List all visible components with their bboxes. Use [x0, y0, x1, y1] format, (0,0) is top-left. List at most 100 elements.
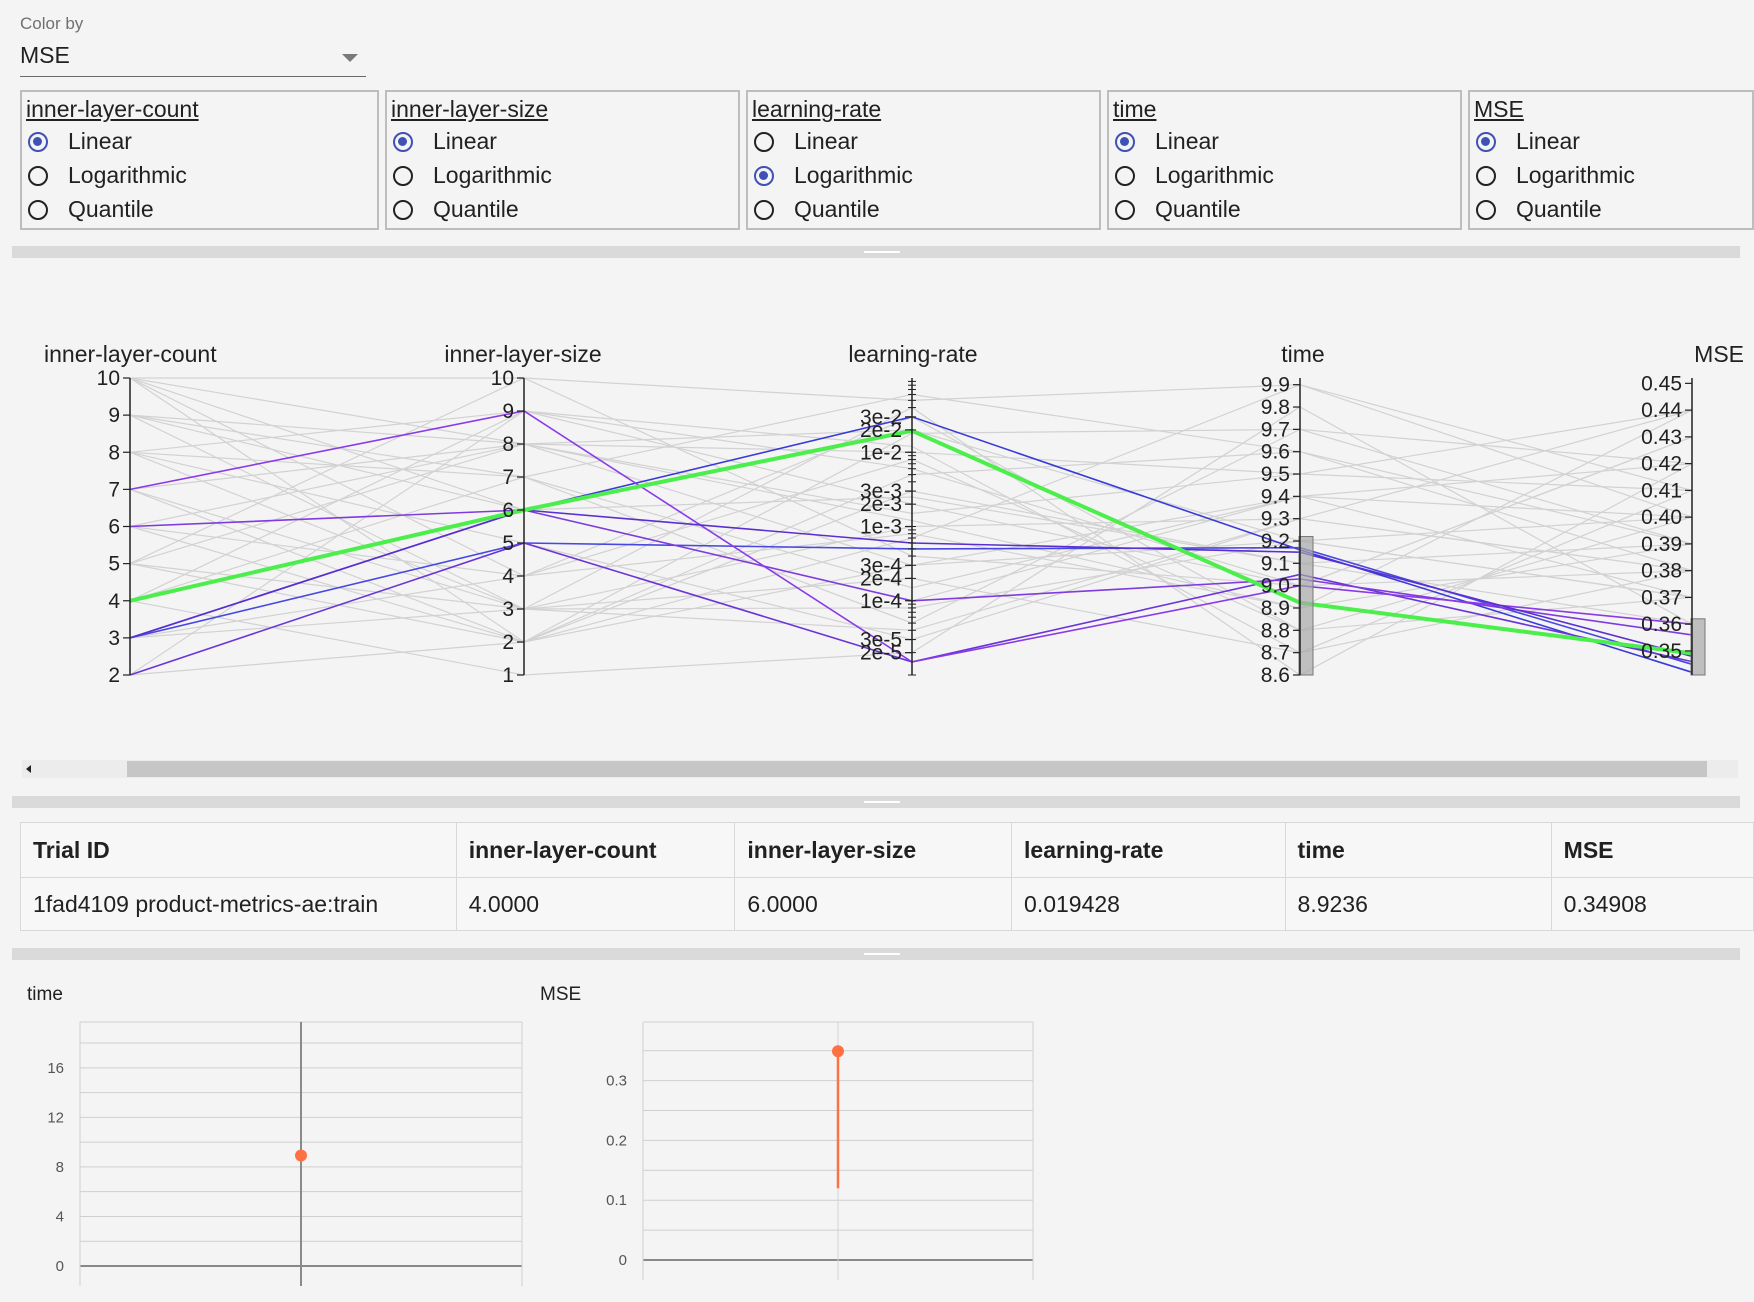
y-tick-label: 0	[56, 1258, 64, 1275]
axis-tick-label: 5	[108, 553, 120, 576]
axis-inner-layer-count[interactable]: inner-layer-count 2 3 4 5 6 7 8 9 10	[44, 341, 217, 687]
radio-button[interactable]	[1115, 166, 1135, 186]
axis-tick-label: 9.2	[1261, 530, 1290, 553]
trial-line-unselected[interactable]	[129, 393, 1693, 602]
radio-button[interactable]	[28, 166, 48, 186]
radio-button[interactable]	[754, 132, 774, 152]
radio-button[interactable]	[1115, 200, 1135, 220]
axis-tick-label: 0.45	[1641, 372, 1682, 395]
splitter-middle[interactable]	[12, 796, 1740, 808]
axis-tick-label: 9.0	[1261, 575, 1290, 598]
table-row[interactable]: 1fad4109 product-metrics-ae:train 4.0000 6…	[20, 877, 1754, 931]
axis-title: time	[1281, 341, 1324, 367]
axis-tick-label: 2e-3	[860, 493, 902, 516]
column-header[interactable]: MSE	[1550, 822, 1754, 878]
axis-learning-rate[interactable]: learning-rate2e-53e-51e-42e-43e-41e-32e-…	[848, 341, 978, 676]
radio-label: Quantile	[1155, 196, 1241, 222]
axis-title: inner-layer-size	[444, 341, 601, 367]
trial-line-highlighted[interactable]	[129, 415, 1693, 674]
radio-button[interactable]	[754, 166, 774, 186]
axis-brush[interactable]	[1690, 618, 1706, 676]
trial-line-unselected[interactable]	[129, 406, 1693, 676]
column-header[interactable]: inner-layer-count	[455, 822, 736, 878]
splitter-bottom[interactable]	[12, 948, 1740, 960]
radio-button[interactable]	[393, 200, 413, 220]
axis-tick-label: 9	[502, 400, 514, 423]
radio-label: Quantile	[68, 196, 154, 222]
chevron-down-icon	[342, 54, 358, 62]
table-cell: 0.34908	[1550, 877, 1754, 931]
axis-tick-label: 1e-2	[860, 441, 902, 464]
axis-tick-label: 10	[491, 367, 514, 390]
axis-tick-label: 8	[108, 441, 120, 464]
axis-tick-label: 2e-4	[860, 567, 902, 590]
axis-title: inner-layer-count	[44, 341, 217, 367]
axis-inner-layer-size[interactable]: inner-layer-size 1 2 3 4 5 6 7 8 9 10	[444, 341, 601, 687]
axis-tick-label: 1	[502, 664, 514, 687]
trial-line-unselected[interactable]	[129, 410, 1693, 587]
radio-label: Logarithmic	[433, 162, 552, 188]
column-header[interactable]: time	[1284, 822, 1552, 878]
radio-button[interactable]	[1115, 132, 1135, 152]
axis-tick-label: 7	[502, 466, 514, 489]
grip-icon	[864, 251, 900, 253]
trial-line-unselected[interactable]	[129, 443, 1693, 515]
radio-label: Linear	[433, 128, 497, 154]
radio-label: Quantile	[794, 196, 880, 222]
axis-tick-label: 1e-3	[860, 516, 902, 539]
radio-button[interactable]	[28, 200, 48, 220]
splitter-top[interactable]	[12, 246, 1740, 258]
axis-tick-label: 2	[108, 664, 120, 687]
axis-mse[interactable]: MSE 0.35 0.36 0.37 0.38 0.39 0.40 0.41 0.42 0.43 0…	[1641, 341, 1744, 675]
horizontal-scrollbar[interactable]	[22, 760, 1738, 778]
axis-tick-label: 0.39	[1641, 533, 1682, 556]
scale-panel-title: MSE	[1474, 96, 1524, 122]
color-by-value: MSE	[20, 42, 70, 68]
color-by-label: Color by	[20, 14, 84, 33]
axis-tick-label: 6	[502, 499, 514, 522]
radio-button[interactable]	[393, 132, 413, 152]
column-header[interactable]: learning-rate	[1011, 822, 1286, 878]
radio-label: Logarithmic	[794, 162, 913, 188]
axis-tick-label: 3e-3	[860, 480, 902, 503]
radio-button[interactable]	[1476, 200, 1496, 220]
parallel-coordinates-plot[interactable]: inner-layer-count2345678910inner-layer-s…	[0, 330, 1754, 700]
scroll-left-icon[interactable]	[26, 765, 31, 773]
axis-tick-label: 9	[108, 404, 120, 427]
radio-button[interactable]	[1476, 132, 1496, 152]
table-cell: 8.9236	[1284, 877, 1552, 931]
trial-table: Trial ID inner-layer-count inner-layer-siz…	[20, 822, 1754, 931]
axis-tick-label: 8.6	[1261, 664, 1290, 687]
trial-line-unselected[interactable]	[129, 488, 1693, 654]
column-header[interactable]: inner-layer-size	[734, 822, 1013, 878]
table-cell: 6.0000	[734, 877, 1013, 931]
data-point[interactable]	[832, 1045, 844, 1058]
axis-tick-label: 4	[108, 590, 120, 613]
axis-tick-label: 6	[108, 516, 120, 539]
column-header[interactable]: Trial ID	[20, 822, 457, 878]
radio-label: Quantile	[433, 196, 519, 222]
trial-line-unselected[interactable]	[129, 406, 1693, 676]
axis-tick-label: 9.4	[1261, 485, 1291, 508]
axis-tick-label: 0.40	[1641, 506, 1682, 529]
axis-brush[interactable]	[1298, 536, 1314, 676]
y-tick-label: 0.1	[606, 1192, 627, 1209]
axis-tick-label: 0.35	[1641, 640, 1682, 663]
radio-button[interactable]	[754, 200, 774, 220]
scrollbar-thumb[interactable]	[127, 761, 1707, 777]
table-cell: 0.019428	[1011, 877, 1286, 931]
scale-panel-title: inner-layer-count	[26, 96, 199, 122]
radio-button[interactable]	[28, 132, 48, 152]
radio-button[interactable]	[393, 166, 413, 186]
axis-time[interactable]: time 8.68.78.88.99.09.19.29.39.49.59.69.7…	[1261, 341, 1325, 687]
y-tick-label: 16	[47, 1060, 64, 1077]
axis-tick-label: 3e-4	[860, 554, 902, 577]
radio-button[interactable]	[1476, 166, 1496, 186]
color-by-select[interactable]: MSE	[20, 40, 366, 77]
axis-tick-label: 0.42	[1641, 453, 1682, 476]
trial-line-unselected[interactable]	[129, 463, 1693, 643]
scale-panel-title: time	[1113, 96, 1157, 122]
scale-panel-learning-rate: learning-rate Linear Logarithmic Quantile	[746, 90, 1101, 230]
axis-tick-label: 8.8	[1261, 619, 1290, 642]
data-point[interactable]	[295, 1149, 307, 1162]
